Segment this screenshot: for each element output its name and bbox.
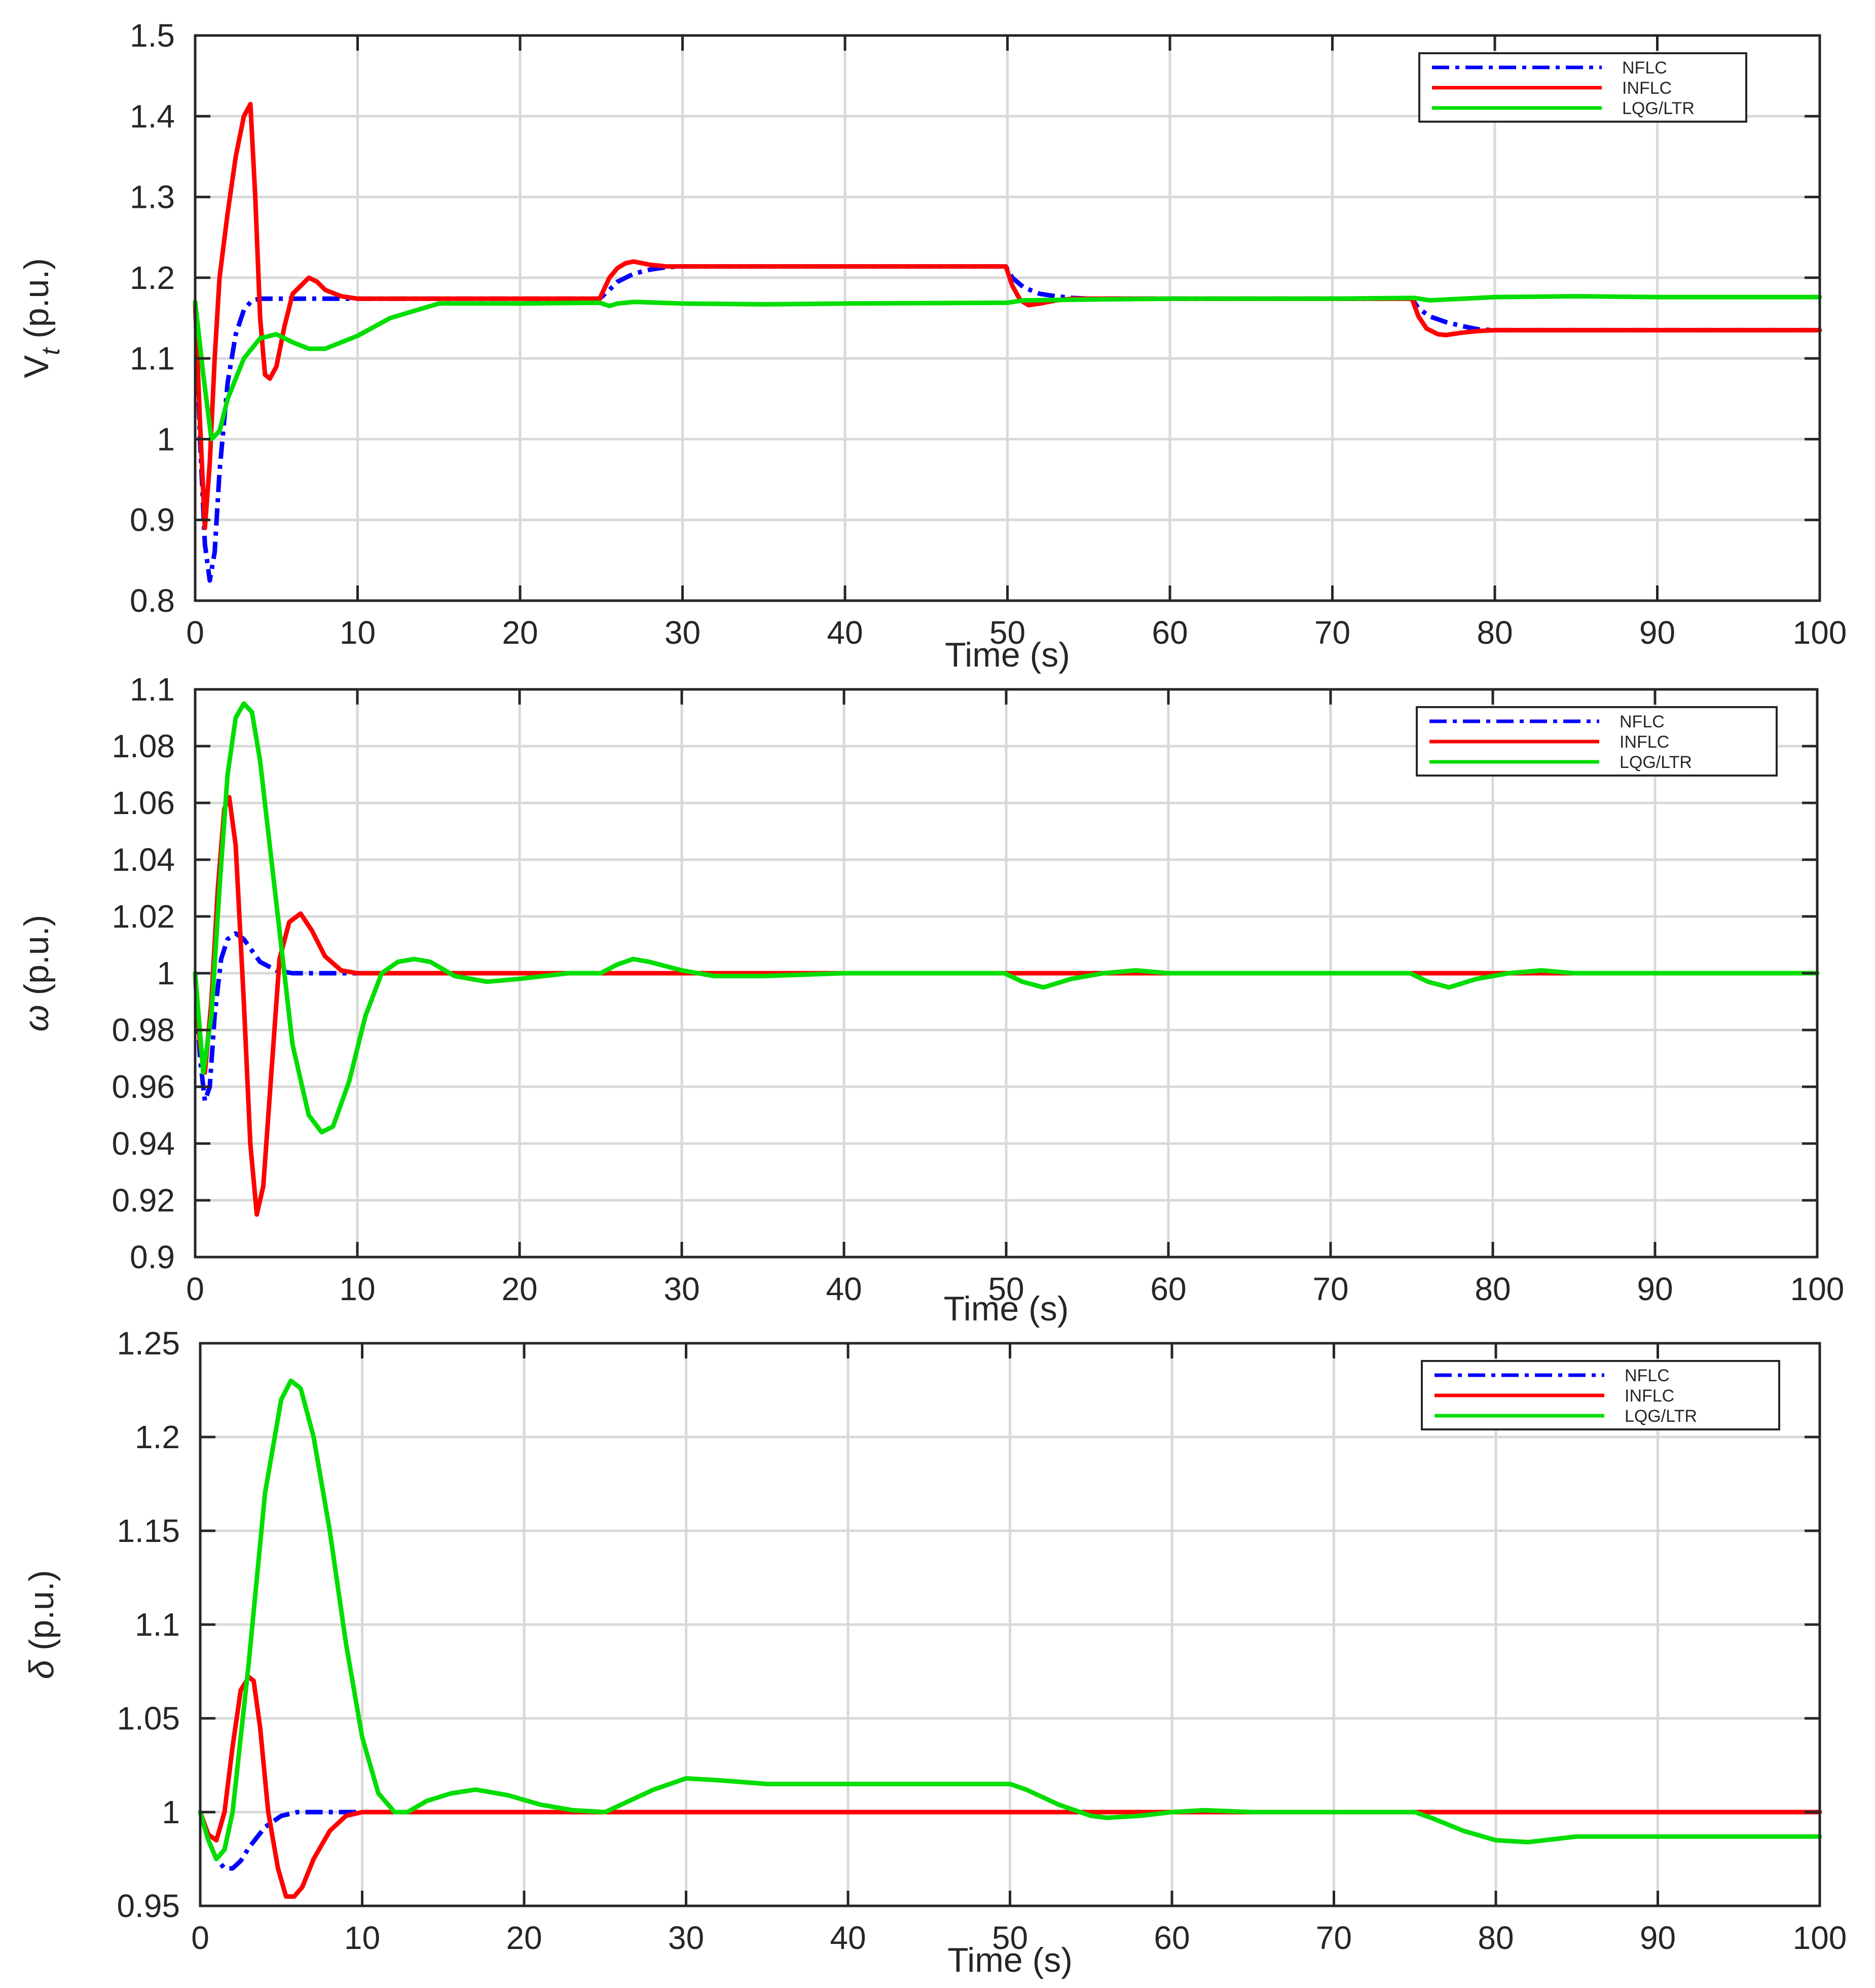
y-tick-label: 1.06 (112, 785, 175, 821)
y-tick-label: 1.1 (130, 340, 175, 377)
x-tick-label: 40 (830, 1920, 866, 1956)
legend-label: NFLC (1620, 712, 1665, 731)
y-tick-label: 0.9 (130, 1239, 175, 1275)
series-line-inflc (198, 1675, 1822, 1899)
x-tick-label: 40 (827, 614, 863, 651)
x-tick-label: 20 (502, 614, 538, 651)
x-tick-label: 50 (989, 614, 1025, 651)
x-tick-label: 70 (1312, 1271, 1348, 1307)
y-tick-label: 1.1 (130, 671, 175, 708)
y-tick-label: 1.25 (117, 1325, 180, 1361)
y-tick-label: 1.1 (135, 1606, 180, 1643)
x-tick-label: 60 (1154, 1920, 1190, 1956)
y-tick-label: 0.8 (130, 582, 175, 619)
y-tick-label: 1.2 (135, 1419, 180, 1455)
x-tick-label: 50 (992, 1920, 1028, 1956)
y-axis-label: Vt (p.u.) (17, 258, 65, 378)
y-tick-label: 1.5 (130, 17, 175, 54)
x-tick-label: 70 (1316, 1920, 1352, 1956)
legend-label: INFLC (1620, 732, 1669, 752)
y-tick-label: 1.15 (117, 1513, 180, 1549)
series-line-lqg-ltr (193, 294, 1822, 441)
x-axis-label: Time (s) (944, 1290, 1069, 1328)
x-tick-label: 40 (826, 1271, 862, 1307)
x-tick-label: 0 (191, 1920, 209, 1956)
y-tick-label: 1 (157, 955, 175, 991)
x-tick-label: 60 (1152, 614, 1188, 651)
x-tick-label: 0 (186, 1271, 204, 1307)
x-tick-label: 90 (1639, 614, 1675, 651)
y-tick-label: 1.4 (130, 98, 175, 134)
x-tick-label: 70 (1314, 614, 1350, 651)
x-tick-label: 10 (339, 1271, 375, 1307)
y-tick-label: 1.3 (130, 179, 175, 215)
legend-label: INFLC (1622, 79, 1672, 98)
chart-panel-3: 0 10 20 30 40 50 60 70 80 90 100 0.95 1 1.05 1.1 1.15 1.… (22, 1325, 1847, 1979)
legend-label: NFLC (1622, 58, 1667, 78)
x-tick-label: 30 (668, 1920, 704, 1956)
legend-label: LQG/LTR (1620, 753, 1692, 772)
x-axis-label: Time (s) (947, 1941, 1073, 1979)
y-tick-label: 0.98 (112, 1012, 175, 1048)
x-tick-label: 30 (664, 1271, 700, 1307)
legend-label: LQG/LTR (1625, 1407, 1697, 1426)
x-tick-label: 20 (501, 1271, 537, 1307)
series-line-lqg-ltr (193, 701, 1820, 1135)
x-tick-label: 50 (988, 1271, 1024, 1307)
x-tick-label: 90 (1640, 1920, 1676, 1956)
y-tick-label: 0.92 (112, 1182, 175, 1219)
y-tick-label: 0.9 (130, 502, 175, 538)
x-tick-label: 100 (1793, 1920, 1847, 1956)
y-tick-label: 1.08 (112, 728, 175, 764)
legend-label: NFLC (1625, 1366, 1670, 1385)
chart-panel-2: 0 10 20 30 40 50 60 70 80 90 100 0.9 0.92 0.94 0.96 0.9… (17, 671, 1844, 1328)
x-tick-label: 80 (1475, 1271, 1511, 1307)
legend-label: INFLC (1625, 1386, 1674, 1406)
x-tick-label: 80 (1478, 1920, 1514, 1956)
series-line-nflc (193, 931, 1817, 1103)
y-tick-label: 1.04 (112, 841, 175, 878)
chart-panel-1: 0 10 20 30 40 50 60 70 80 90 100 0.8 0.9 1 1.1 1.2 1.3 1.… (17, 17, 1847, 674)
y-axis-label: δ (p.u.) (22, 1570, 61, 1679)
y-tick-label: 0.96 (112, 1069, 175, 1105)
series-group (193, 101, 1822, 583)
x-axis-label: Time (s) (945, 636, 1070, 674)
x-tick-label: 20 (506, 1920, 542, 1956)
x-tick-label: 60 (1150, 1271, 1186, 1307)
x-tick-label: 80 (1477, 614, 1513, 651)
y-tick-label: 1.05 (117, 1700, 180, 1737)
x-tick-label: 100 (1793, 614, 1847, 651)
y-tick-label: 0.94 (112, 1125, 175, 1162)
x-tick-label: 10 (340, 614, 376, 651)
y-tick-label: 1.02 (112, 898, 175, 935)
y-tick-label: 1 (162, 1794, 180, 1830)
legend-label: LQG/LTR (1622, 99, 1695, 118)
series-group (193, 701, 1820, 1217)
grid (195, 35, 1820, 601)
x-tick-label: 30 (665, 614, 701, 651)
y-tick-label: 1 (157, 421, 175, 457)
x-tick-label: 100 (1790, 1271, 1845, 1307)
y-tick-label: 1.2 (130, 260, 175, 296)
x-tick-label: 90 (1637, 1271, 1673, 1307)
series-line-lqg-ltr (198, 1378, 1822, 1861)
series-group (198, 1378, 1822, 1899)
x-tick-label: 10 (344, 1920, 380, 1956)
y-tick-label: 0.95 (117, 1888, 180, 1924)
y-axis-label: ω (p.u.) (17, 915, 56, 1032)
x-tick-label: 0 (186, 614, 204, 651)
